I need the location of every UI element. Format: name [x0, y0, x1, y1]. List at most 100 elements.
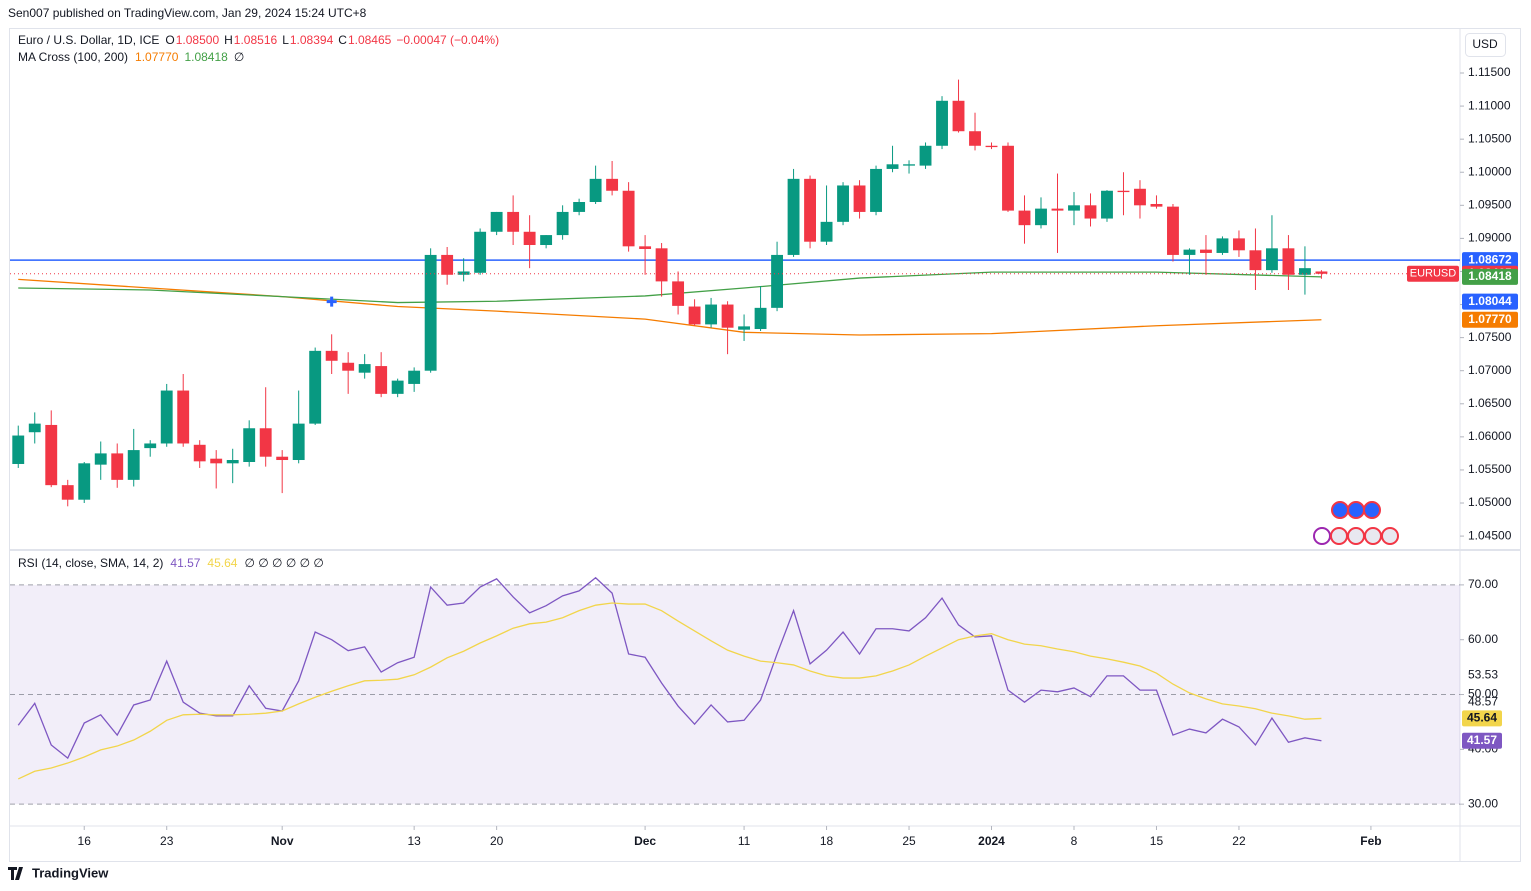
ohlc-value: 1.08500 — [176, 33, 220, 47]
price-label-box — [1462, 293, 1518, 310]
rsi-value-tag: 41.57 — [1467, 733, 1497, 747]
y-tick-label: 1.11500 — [1468, 65, 1511, 79]
logo-mark — [8, 867, 23, 880]
y-tick-label: 1.09000 — [1468, 231, 1512, 245]
x-tick-label: 8 — [1071, 834, 1078, 848]
y-tick-label: 1.10000 — [1468, 164, 1512, 178]
symbol-tag: EURUSD — [1410, 268, 1457, 280]
candle-body — [193, 444, 206, 462]
candle-body — [721, 304, 734, 328]
rsi-value-tag: 45.64 — [1467, 711, 1497, 725]
x-tick-label: 16 — [78, 834, 92, 848]
y-tick-label: 1.07000 — [1468, 363, 1512, 377]
rsi-level-label: 48.57 — [1468, 695, 1498, 709]
x-tick-label: 25 — [902, 834, 916, 848]
y-tick-label: 60.00 — [1468, 632, 1498, 646]
rsi-value-tag-box — [1462, 732, 1502, 749]
candle-body — [507, 211, 520, 232]
candle-body — [78, 463, 91, 500]
moving-average — [18, 271, 1322, 304]
price-label-box — [1462, 252, 1518, 269]
rsi-legend: RSI (14, close, SMA, 14, 2) — [18, 556, 163, 570]
candle-body — [705, 304, 718, 325]
event-icon — [1330, 527, 1348, 545]
candle-body — [523, 231, 536, 246]
candle-body — [358, 364, 371, 373]
y-tick-label: 1.06500 — [1468, 396, 1512, 410]
candle-body — [474, 231, 487, 273]
price-label: 1.08044 — [1468, 294, 1512, 308]
ohlc-value: 1.08394 — [290, 33, 334, 47]
candle-body — [325, 350, 338, 361]
x-tick-label: 22 — [1232, 834, 1246, 848]
symbol-tag-box — [1407, 265, 1459, 282]
indicator-value: 1.07770 — [135, 50, 179, 64]
usd-button-label[interactable]: USD — [1472, 37, 1498, 51]
cross-marker — [326, 296, 337, 307]
candle-body — [1068, 205, 1080, 211]
candle-body — [12, 435, 25, 464]
ohlc-key: H — [224, 33, 233, 47]
candle-body — [936, 100, 948, 146]
event-icon — [1347, 527, 1365, 545]
x-tick-label: Nov — [271, 834, 294, 848]
candle-body — [408, 370, 421, 384]
candle-body — [490, 211, 503, 232]
candle-body — [1051, 208, 1064, 211]
candle-body — [556, 211, 569, 236]
x-tick-label: 15 — [1150, 834, 1164, 848]
candle-body — [1167, 206, 1179, 255]
candle-body — [424, 254, 437, 371]
candle-body — [1101, 190, 1113, 219]
candle-body — [1150, 203, 1163, 207]
candle-body — [655, 248, 668, 282]
candle-body — [61, 485, 74, 500]
candle-body — [1035, 208, 1047, 226]
y-tick-label: 70.00 — [1468, 577, 1498, 591]
rsi-line — [17, 602, 1322, 780]
candle-body — [589, 178, 602, 203]
y-tick-label: 1.09500 — [1468, 197, 1512, 211]
candle-body — [952, 100, 965, 132]
x-tick-label: 13 — [407, 834, 421, 848]
ohlc-value: 1.08516 — [234, 33, 278, 47]
y-tick-label: 1.04500 — [1468, 528, 1512, 542]
rsi-line — [17, 576, 1322, 760]
event-icon — [1331, 501, 1349, 519]
x-tick-label: 2024 — [978, 834, 1005, 848]
candle-body — [771, 254, 784, 308]
candle-body — [804, 178, 816, 242]
price-label-box — [1462, 311, 1518, 328]
candle-body — [573, 202, 586, 212]
candle-body — [259, 428, 272, 457]
candle-body — [1315, 271, 1328, 274]
y-tick-label: 1.11000 — [1468, 98, 1511, 112]
candle-body — [1183, 249, 1196, 255]
candle-body — [1002, 145, 1014, 211]
indicator-value: 1.08418 — [184, 50, 228, 64]
rsi-level-label: 53.53 — [1468, 667, 1498, 681]
y-tick-label: 1.10500 — [1468, 131, 1512, 145]
rsi-legend-extra: ∅ ∅ ∅ ∅ ∅ ∅ — [244, 556, 323, 570]
usd-button[interactable] — [1465, 33, 1506, 57]
candle-body — [1266, 248, 1278, 271]
indicator-extra: ∅ — [234, 50, 244, 64]
candle-body — [1282, 248, 1295, 275]
published-note: Sen007 published on TradingView.com, Jan… — [8, 6, 367, 20]
ohlc-key: O — [165, 33, 174, 47]
rsi-legend-value: 45.64 — [207, 556, 237, 570]
candle-body — [45, 424, 58, 486]
event-icon — [1363, 501, 1381, 519]
candle-body — [870, 168, 882, 212]
y-tick-label: 1.05000 — [1468, 495, 1512, 509]
price-label: 1.07770 — [1468, 312, 1512, 326]
candle-body — [837, 185, 849, 222]
x-tick-label: Feb — [1360, 834, 1381, 848]
candle-body — [1200, 249, 1212, 253]
candle-body — [160, 390, 173, 444]
candle-body — [985, 145, 998, 148]
ohlc-key: L — [282, 33, 289, 47]
y-tick-label: 1.07500 — [1468, 330, 1512, 344]
